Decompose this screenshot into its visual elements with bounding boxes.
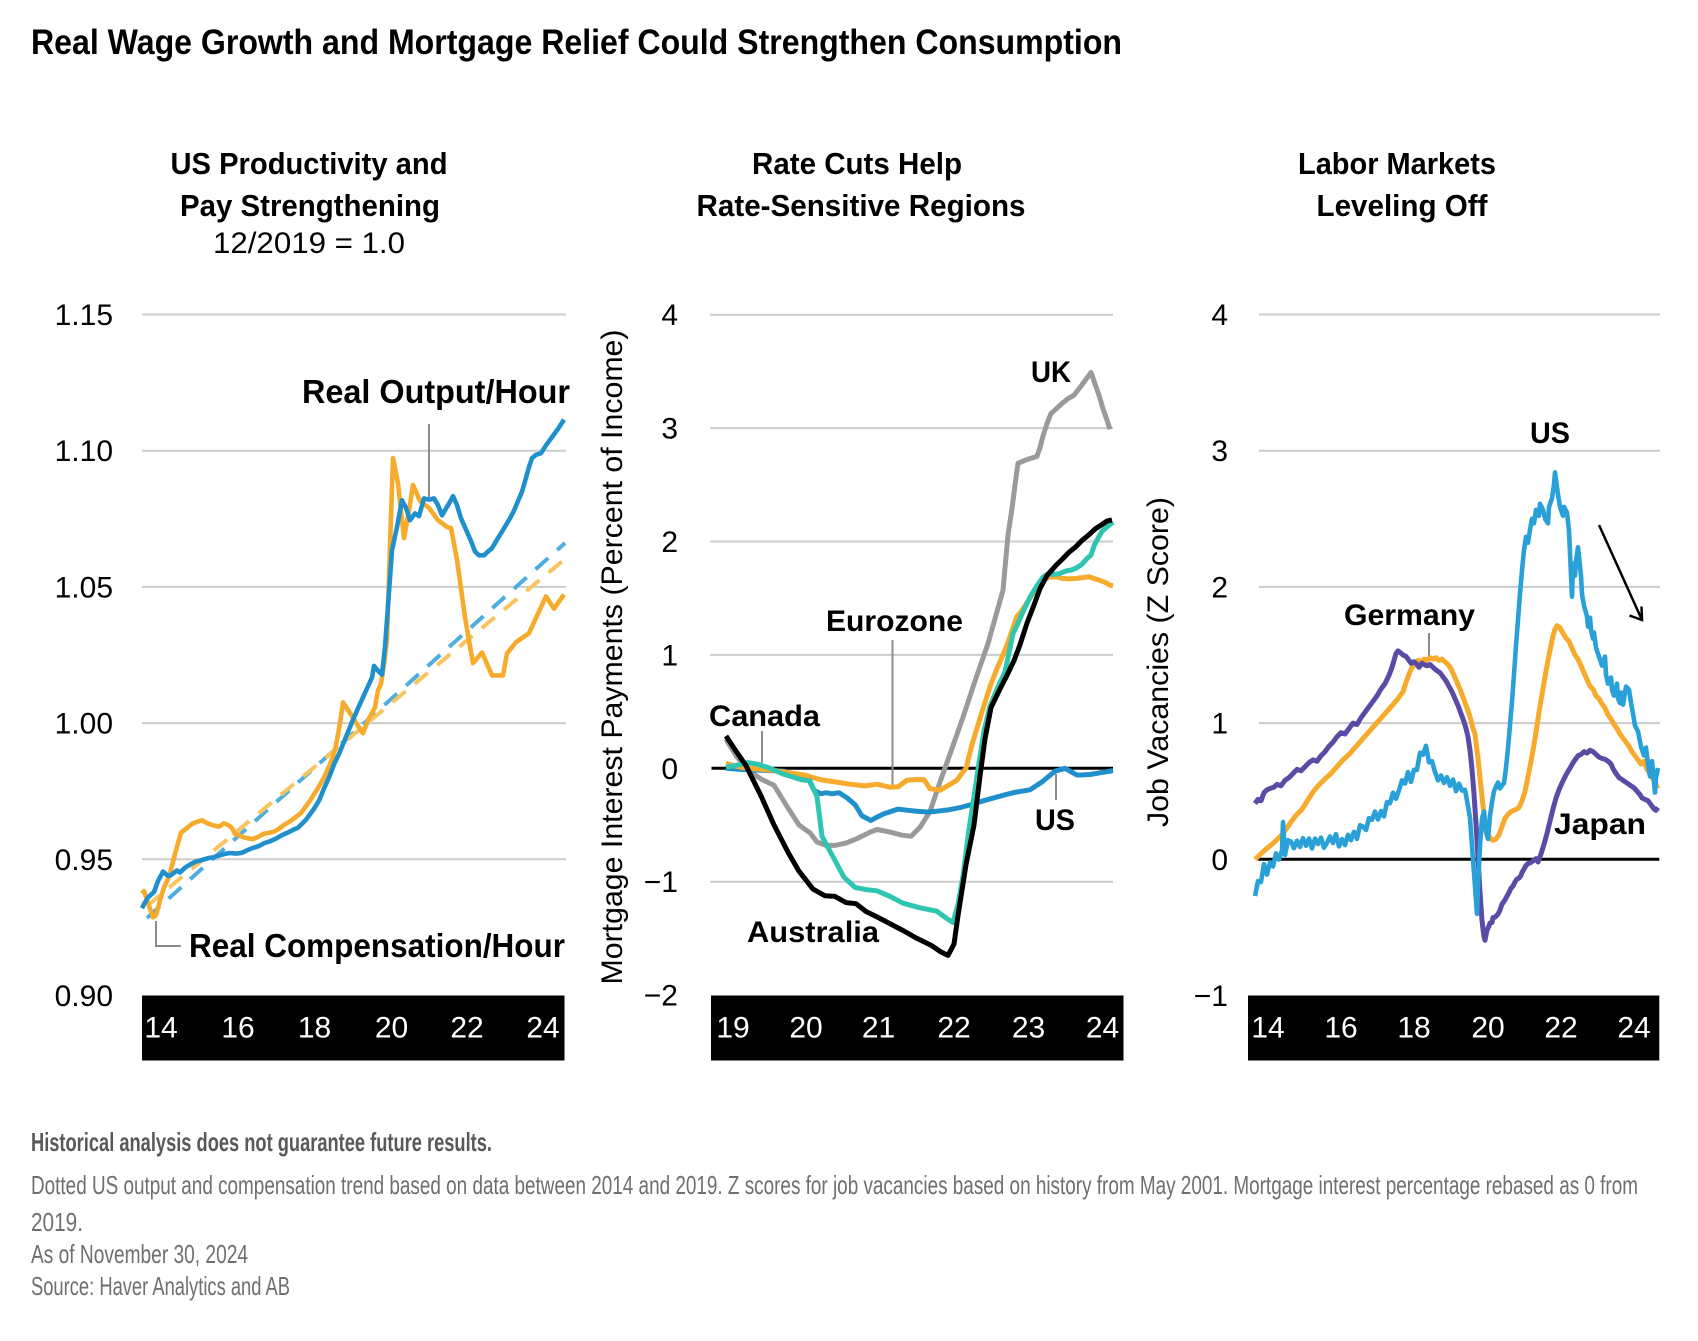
svg-text:Australia: Australia xyxy=(747,916,879,949)
svg-text:23: 23 xyxy=(1012,1012,1045,1045)
svg-text:3: 3 xyxy=(1211,435,1228,468)
svg-text:1.00: 1.00 xyxy=(55,708,113,741)
svg-text:22: 22 xyxy=(450,1012,483,1045)
svg-text:Canada: Canada xyxy=(709,700,820,733)
svg-text:US: US xyxy=(1530,417,1570,450)
svg-text:24: 24 xyxy=(526,1012,559,1045)
svg-text:18: 18 xyxy=(298,1012,331,1045)
svg-text:22: 22 xyxy=(1544,1012,1577,1045)
svg-text:Real Compensation/Hour: Real Compensation/Hour xyxy=(189,927,565,964)
svg-text:1: 1 xyxy=(1211,708,1228,741)
svg-text:0.95: 0.95 xyxy=(55,844,113,877)
svg-text:22: 22 xyxy=(937,1012,970,1045)
svg-text:Dotted US output and compensat: Dotted US output and compensation trend … xyxy=(31,1170,1638,1200)
svg-text:2019.: 2019. xyxy=(31,1207,83,1237)
svg-text:20: 20 xyxy=(789,1012,822,1045)
svg-text:US Productivity and: US Productivity and xyxy=(171,146,448,181)
svg-text:Rate Cuts Help: Rate Cuts Help xyxy=(752,146,962,181)
svg-text:Mortgage Interest Payments (Pe: Mortgage Interest Payments (Percent of I… xyxy=(596,330,629,985)
svg-text:16: 16 xyxy=(221,1012,254,1045)
svg-text:Historical analysis does not g: Historical analysis does not guarantee f… xyxy=(31,1127,492,1157)
svg-text:24: 24 xyxy=(1617,1012,1650,1045)
svg-text:UK: UK xyxy=(1031,356,1071,389)
svg-text:16: 16 xyxy=(1324,1012,1357,1045)
svg-text:Rate-Sensitive Regions: Rate-Sensitive Regions xyxy=(697,188,1026,223)
svg-text:12/2019 = 1.0: 12/2019 = 1.0 xyxy=(213,227,405,260)
svg-text:2: 2 xyxy=(1211,571,1228,604)
svg-text:−1: −1 xyxy=(1194,980,1228,1013)
svg-text:Leveling Off: Leveling Off xyxy=(1317,188,1489,223)
svg-text:−1: −1 xyxy=(644,866,678,899)
svg-text:Labor Markets: Labor Markets xyxy=(1298,146,1496,181)
svg-text:As of November 30, 2024: As of November 30, 2024 xyxy=(31,1239,248,1269)
svg-text:Real Output/Hour: Real Output/Hour xyxy=(302,373,570,410)
svg-text:18: 18 xyxy=(1397,1012,1430,1045)
svg-text:19: 19 xyxy=(716,1012,749,1045)
svg-text:0: 0 xyxy=(661,753,678,786)
svg-text:Real Wage Growth and Mortgage: Real Wage Growth and Mortgage Relief Cou… xyxy=(31,23,1122,62)
svg-text:Source: Haver Analytics and AB: Source: Haver Analytics and AB xyxy=(31,1271,290,1301)
svg-text:Eurozone: Eurozone xyxy=(826,605,963,638)
svg-text:1.05: 1.05 xyxy=(55,571,113,604)
svg-text:Pay Strengthening: Pay Strengthening xyxy=(180,188,440,223)
svg-text:−2: −2 xyxy=(644,980,678,1013)
svg-text:US: US xyxy=(1035,804,1075,837)
svg-text:Germany: Germany xyxy=(1344,599,1475,632)
svg-text:20: 20 xyxy=(375,1012,408,1045)
svg-text:20: 20 xyxy=(1471,1012,1504,1045)
svg-text:2: 2 xyxy=(661,526,678,559)
svg-text:1: 1 xyxy=(661,639,678,672)
svg-text:14: 14 xyxy=(1251,1012,1284,1045)
svg-text:14: 14 xyxy=(144,1012,177,1045)
svg-text:Job Vacancies (Z Score): Job Vacancies (Z Score) xyxy=(1142,497,1175,827)
svg-text:0: 0 xyxy=(1211,844,1228,877)
svg-text:Japan: Japan xyxy=(1554,808,1646,841)
svg-text:4: 4 xyxy=(1211,299,1228,332)
svg-text:1.10: 1.10 xyxy=(55,435,113,468)
svg-text:0.90: 0.90 xyxy=(55,980,113,1013)
svg-text:24: 24 xyxy=(1086,1012,1119,1045)
svg-text:3: 3 xyxy=(661,413,678,446)
svg-text:1.15: 1.15 xyxy=(55,299,113,332)
svg-text:21: 21 xyxy=(862,1012,895,1045)
svg-text:4: 4 xyxy=(661,299,678,332)
